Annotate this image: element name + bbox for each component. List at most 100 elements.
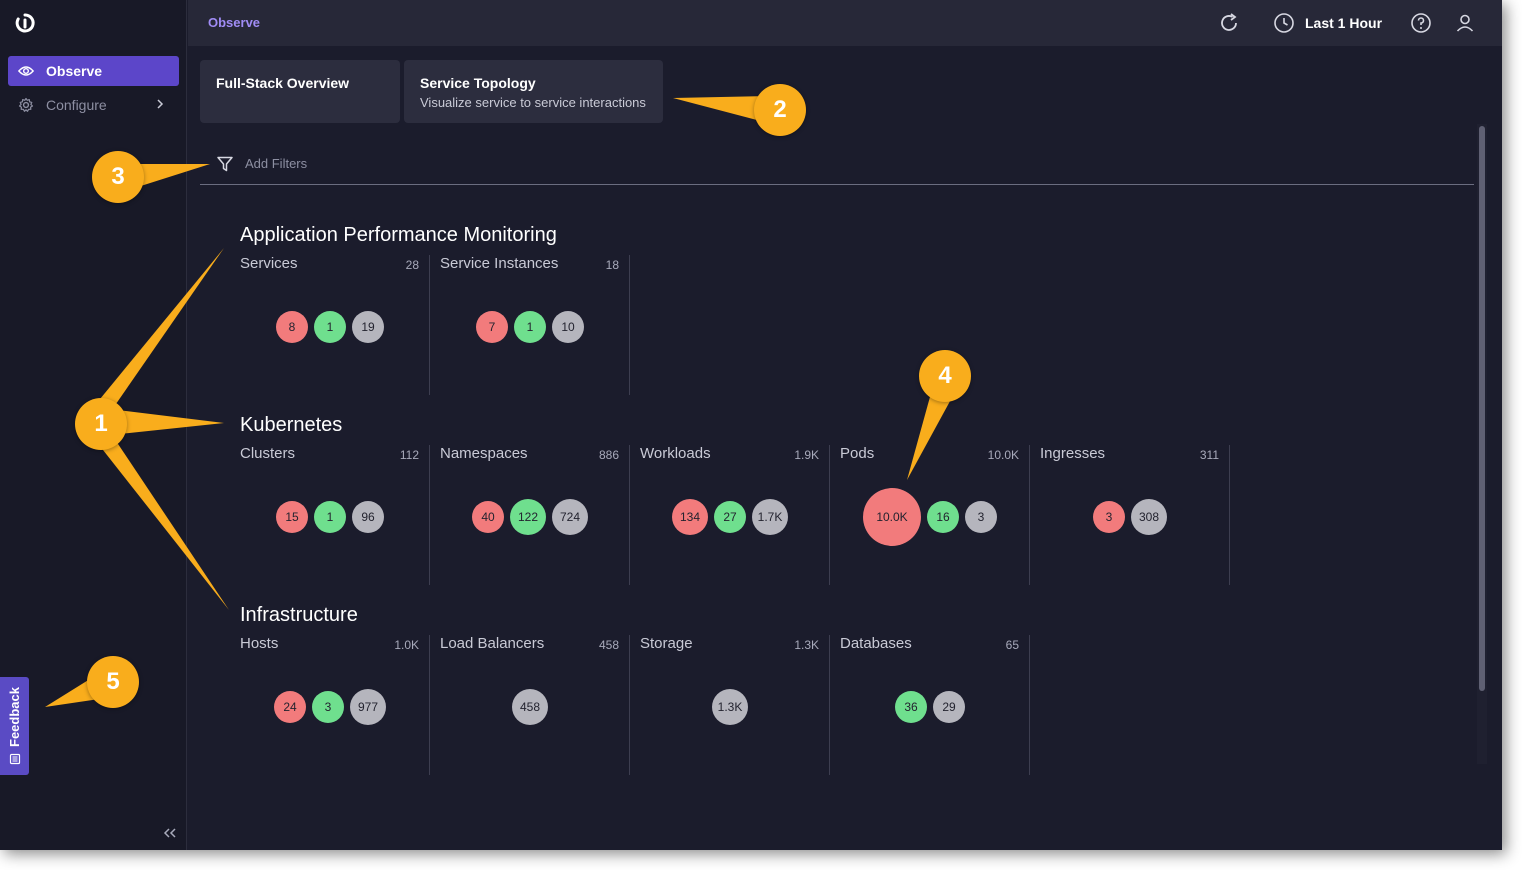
- time-range-picker[interactable]: Last 1 Hour: [1273, 11, 1382, 35]
- sidebar-item-observe[interactable]: Observe: [8, 56, 179, 86]
- health-bubble-critical[interactable]: 24: [274, 691, 306, 723]
- chevron-right-icon: [153, 97, 167, 111]
- entity-card-clusters[interactable]: Clusters 112 15 1 96: [240, 445, 430, 585]
- refresh-button[interactable]: [1217, 11, 1241, 35]
- double-chevron-left-icon: [163, 828, 176, 838]
- callout-1: 1: [75, 398, 127, 450]
- health-bubble-critical[interactable]: 8: [276, 311, 308, 343]
- card-title: Service Instances: [440, 255, 559, 272]
- callout-5: 5: [87, 656, 139, 708]
- card-title: Namespaces: [440, 445, 528, 462]
- health-bubble-normal[interactable]: 1: [314, 501, 346, 533]
- card-count: 886: [598, 448, 619, 462]
- entity-card-ingresses[interactable]: Ingresses 311 3 308: [1040, 445, 1230, 585]
- health-bubble-unknown[interactable]: 1.7K: [752, 499, 788, 535]
- tab-subtitle: Visualize service to service interaction…: [420, 95, 646, 110]
- tab-full-stack-overview[interactable]: Full-Stack Overview: [200, 60, 400, 123]
- health-bubble-unknown[interactable]: 458: [512, 689, 548, 725]
- card-count: 18: [605, 258, 619, 272]
- card-count: 112: [399, 448, 419, 462]
- entity-card-storage[interactable]: Storage 1.3K 1.3K: [640, 635, 830, 775]
- sidebar-item-configure[interactable]: Configure: [8, 90, 179, 120]
- health-bubble-unknown[interactable]: 977: [350, 689, 386, 725]
- clock-icon: [1274, 13, 1294, 33]
- filter-placeholder: Add Filters: [245, 156, 308, 171]
- app-logo-icon[interactable]: [14, 12, 36, 34]
- card-count: 1.9K: [794, 448, 819, 462]
- refresh-icon: [1221, 13, 1237, 31]
- callout-3: 3: [92, 151, 144, 203]
- health-bubble-unknown[interactable]: 308: [1131, 499, 1167, 535]
- card-count: 458: [598, 638, 619, 652]
- feedback-icon: [9, 753, 20, 765]
- scrollbar-thumb[interactable]: [1479, 126, 1485, 691]
- health-bubble-normal[interactable]: 122: [510, 499, 546, 535]
- card-title: Storage: [640, 635, 693, 652]
- gear-icon: [18, 97, 34, 113]
- help-icon: [1411, 13, 1431, 33]
- app-window: Observe Configure Feedback Observe: [0, 0, 1502, 850]
- entity-card-hosts[interactable]: Hosts 1.0K 24 3 977: [240, 635, 430, 775]
- card-title: Clusters: [240, 445, 296, 462]
- health-bubble-unknown[interactable]: 29: [933, 691, 965, 723]
- health-bubble-normal[interactable]: 36: [895, 691, 927, 723]
- breadcrumb[interactable]: Observe: [208, 15, 261, 30]
- card-title: Hosts: [240, 635, 279, 652]
- entity-card-workloads[interactable]: Workloads 1.9K 134 27 1.7K: [640, 445, 830, 585]
- time-range-label: Last 1 Hour: [1305, 15, 1383, 31]
- card-title: Load Balancers: [440, 635, 545, 652]
- entity-card-services[interactable]: Services 28 8 1 19: [240, 255, 430, 395]
- health-bubble-critical[interactable]: 15: [276, 501, 308, 533]
- card-title: Pods: [840, 445, 875, 462]
- health-bubble-normal[interactable]: 1: [314, 311, 346, 343]
- card-title: Databases: [840, 635, 912, 652]
- entity-card-load-balancers[interactable]: Load Balancers 458 458: [440, 635, 630, 775]
- entity-card-namespaces[interactable]: Namespaces 886 40 122 724: [440, 445, 630, 585]
- health-bubble-critical[interactable]: 40: [472, 501, 504, 533]
- scrollbar[interactable]: [1477, 124, 1487, 764]
- health-bubble-unknown[interactable]: 724: [552, 499, 588, 535]
- feedback-tab[interactable]: Feedback: [0, 677, 29, 775]
- entity-card-service-instances[interactable]: Service Instances 18 7 1 10: [440, 255, 630, 395]
- health-bubble-normal[interactable]: 3: [312, 691, 344, 723]
- sidebar-item-label: Observe: [46, 63, 103, 79]
- top-bar: Observe Last 1 Hour: [188, 0, 1502, 46]
- filter-icon: [216, 155, 234, 173]
- collapse-sidebar-button[interactable]: [160, 824, 180, 842]
- entity-card-databases[interactable]: Databases 65 36 29: [840, 635, 1030, 775]
- health-bubble-normal[interactable]: 16: [927, 501, 959, 533]
- health-bubble-normal[interactable]: 27: [714, 501, 746, 533]
- card-count: 311: [1199, 448, 1219, 462]
- health-bubble-critical[interactable]: 7: [476, 311, 508, 343]
- section-title-apm: Application Performance Monitoring: [240, 224, 557, 246]
- health-bubble-unknown[interactable]: 3: [965, 501, 997, 533]
- health-bubble-unknown[interactable]: 96: [352, 501, 384, 533]
- eye-icon: [18, 63, 34, 79]
- filter-bar[interactable]: Add Filters: [200, 150, 1474, 185]
- tab-title: Service Topology: [420, 75, 536, 91]
- user-profile-button[interactable]: [1455, 11, 1475, 35]
- tab-service-topology[interactable]: Service Topology Visualize service to se…: [404, 60, 663, 123]
- card-count: 10.0K: [987, 448, 1019, 462]
- section-title-infrastructure: Infrastructure: [240, 604, 358, 626]
- user-icon: [1456, 14, 1474, 32]
- card-count: 1.3K: [794, 638, 819, 652]
- health-bubble-unknown[interactable]: 19: [352, 311, 384, 343]
- card-count: 1.0K: [394, 638, 419, 652]
- health-bubble-unknown[interactable]: 1.3K: [712, 689, 748, 725]
- tab-title: Full-Stack Overview: [216, 75, 350, 91]
- card-count: 28: [405, 258, 419, 272]
- health-bubble-critical[interactable]: 10.0K: [863, 488, 921, 546]
- card-count: 65: [1005, 638, 1019, 652]
- entity-card-pods[interactable]: Pods 10.0K 10.0K 16 3: [840, 445, 1030, 585]
- health-bubble-critical[interactable]: 3: [1093, 501, 1125, 533]
- help-button[interactable]: [1410, 11, 1432, 35]
- health-bubble-critical[interactable]: 134: [672, 499, 708, 535]
- sidebar-item-label: Configure: [46, 97, 107, 113]
- feedback-label: Feedback: [7, 687, 22, 747]
- health-bubble-normal[interactable]: 1: [514, 311, 546, 343]
- card-title: Services: [240, 255, 298, 272]
- card-title: Workloads: [640, 445, 711, 462]
- health-bubble-unknown[interactable]: 10: [552, 311, 584, 343]
- callout-2: 2: [754, 84, 806, 136]
